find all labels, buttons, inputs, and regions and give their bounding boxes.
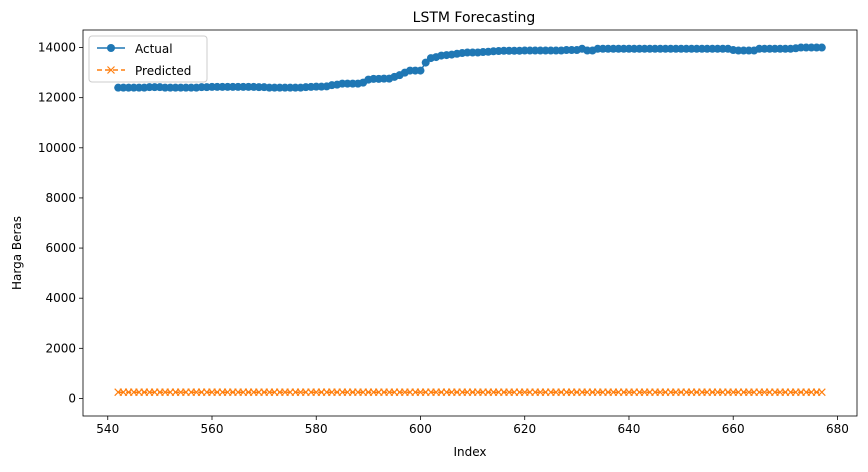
legend-label-predicted: Predicted (135, 64, 191, 78)
y-tick-label: 6000 (45, 241, 76, 255)
y-axis-ticks: 0 2000 4000 6000 8000 10000 12000 14000 (38, 41, 83, 405)
axes-frame (82, 29, 858, 417)
y-tick-label: 10000 (38, 141, 76, 155)
legend-marker-actual (107, 44, 115, 52)
x-tick-label: 600 (409, 422, 432, 436)
legend-label-actual: Actual (135, 42, 173, 56)
legend: Actual Predicted (88, 35, 208, 83)
predicted-point (817, 388, 826, 397)
y-tick-label: 14000 (38, 41, 76, 55)
y-tick-label: 12000 (38, 91, 76, 105)
x-axis-label: Index (453, 445, 486, 459)
y-tick-label: 4000 (45, 291, 76, 305)
x-axis-ticks: 540 560 580 600 620 640 660 680 (96, 416, 849, 436)
x-tick-label: 540 (96, 422, 119, 436)
y-tick-label: 8000 (45, 191, 76, 205)
series-actual (114, 43, 826, 92)
y-tick-label: 2000 (45, 341, 76, 355)
x-tick-label: 620 (513, 422, 536, 436)
actual-point (421, 58, 430, 67)
x-tick-label: 680 (826, 422, 849, 436)
plot-area (82, 29, 858, 417)
x-tick-label: 560 (201, 422, 224, 436)
x-tick-label: 580 (305, 422, 328, 436)
chart-title: LSTM Forecasting (413, 10, 536, 26)
y-tick-label: 0 (68, 391, 76, 405)
actual-point (817, 43, 826, 52)
legend-marker-predicted (107, 66, 115, 74)
actual-point (416, 66, 425, 75)
x-tick-label: 660 (722, 422, 745, 436)
y-axis-label: Harga Beras (10, 216, 24, 290)
x-tick-label: 640 (618, 422, 641, 436)
series-predicted (114, 388, 826, 397)
